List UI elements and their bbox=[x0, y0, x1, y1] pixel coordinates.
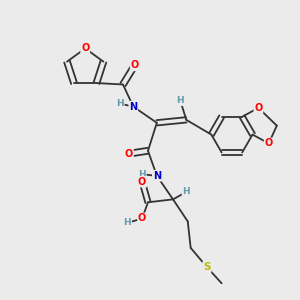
Text: O: O bbox=[125, 149, 133, 159]
Text: H: H bbox=[182, 188, 190, 196]
Text: O: O bbox=[81, 44, 89, 53]
Text: H: H bbox=[124, 218, 131, 227]
Text: H: H bbox=[116, 99, 124, 108]
Text: O: O bbox=[254, 103, 262, 113]
Text: N: N bbox=[153, 171, 161, 181]
Text: H: H bbox=[177, 96, 184, 105]
Text: H: H bbox=[138, 170, 146, 179]
Text: S: S bbox=[203, 262, 211, 272]
Text: O: O bbox=[138, 177, 146, 187]
Text: N: N bbox=[129, 102, 137, 112]
Text: O: O bbox=[130, 60, 139, 70]
Text: O: O bbox=[138, 214, 146, 224]
Text: O: O bbox=[265, 138, 273, 148]
